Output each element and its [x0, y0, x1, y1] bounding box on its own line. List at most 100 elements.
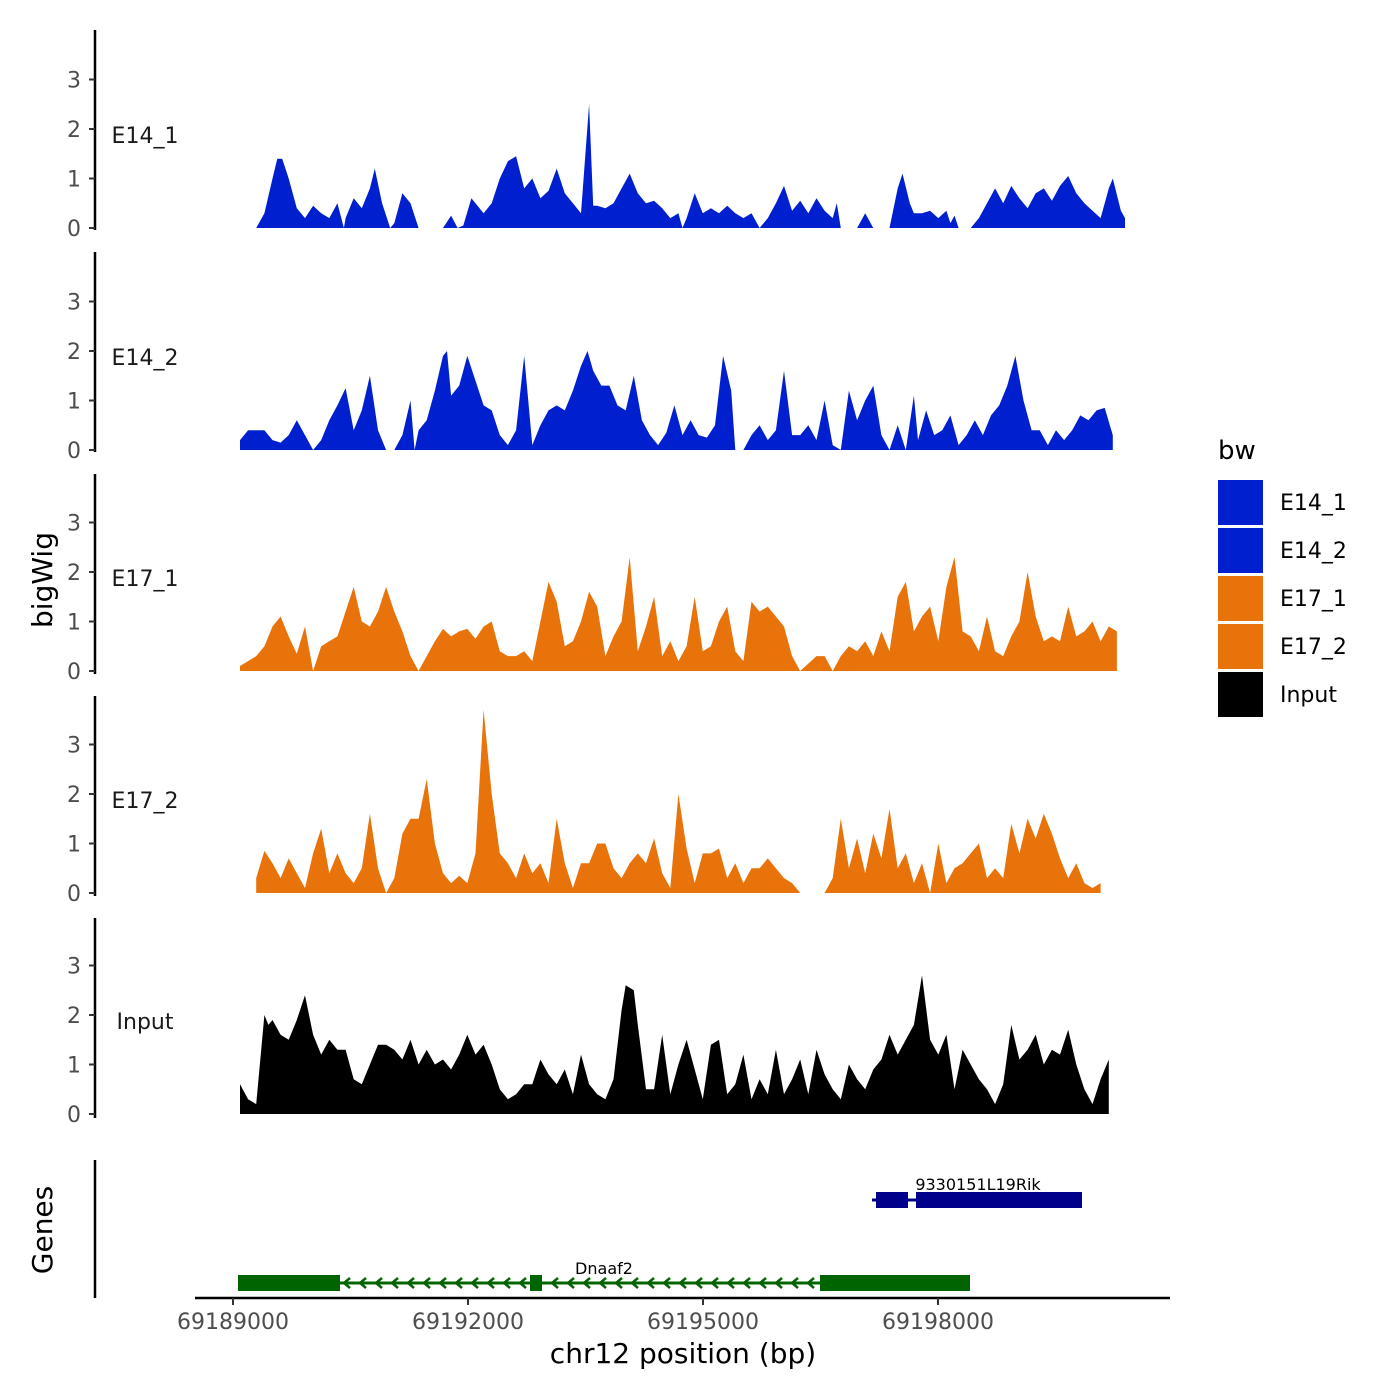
track-label: Input: [117, 1010, 174, 1035]
strand-arrow: [566, 1277, 575, 1289]
strand-arrow: [342, 1277, 351, 1289]
strand-arrow: [790, 1277, 799, 1289]
strand-arrow: [374, 1277, 383, 1289]
y-tick-label: 2: [67, 340, 81, 365]
legend-swatch: [1218, 480, 1263, 525]
track-e14_2: 0 1 2 3 E14_2: [67, 252, 1113, 464]
coverage-area-e17_2: [256, 709, 1101, 893]
coverage-area-e14_2: [240, 351, 1113, 450]
y-tick-label: 0: [67, 660, 81, 685]
y-tick-label: 1: [67, 1054, 81, 1079]
legend: bw E14_1 E14_2 E17_1 E17_2 Input: [1218, 436, 1347, 717]
x-axis-title: chr12 position (bp): [550, 1337, 816, 1370]
strand-arrow: [758, 1277, 767, 1289]
y-tick-label: 0: [67, 882, 81, 907]
strand-arrow: [358, 1277, 367, 1289]
strand-arrow: [774, 1277, 783, 1289]
gene-exon: [238, 1275, 340, 1291]
strand-arrow: [550, 1277, 559, 1289]
y-tick-label: 3: [67, 955, 81, 980]
legend-swatch: [1218, 672, 1263, 717]
legend-label: E14_2: [1280, 539, 1347, 564]
legend-entry-e17_2: E17_2: [1218, 624, 1347, 669]
track-label: E14_1: [112, 124, 179, 149]
strand-arrow: [630, 1277, 639, 1289]
coverage-area-input: [240, 975, 1109, 1114]
coverage-area-e17_1: [240, 557, 1117, 671]
strand-arrow: [454, 1277, 463, 1289]
x-tick-label: 69192000: [412, 1310, 524, 1335]
y-tick-label: 3: [67, 512, 81, 537]
y-tick-label: 0: [67, 1103, 81, 1128]
track-label: E17_1: [112, 567, 179, 592]
legend-entry-input: Input: [1218, 672, 1337, 717]
strand-arrow: [806, 1277, 815, 1289]
y-tick-label: 1: [67, 611, 81, 636]
gene-9330151l19rik: 9330151L19Rik: [872, 1175, 1082, 1208]
strand-arrow: [486, 1277, 495, 1289]
legend-entry-e14_1: E14_1: [1218, 480, 1347, 525]
strand-arrow: [726, 1277, 735, 1289]
legend-swatch: [1218, 576, 1263, 621]
legend-label: Input: [1280, 683, 1337, 708]
y-tick-label: 1: [67, 168, 81, 193]
x-tick-label: 69195000: [647, 1310, 759, 1335]
x-tick-label: 69189000: [177, 1310, 289, 1335]
y-tick-label: 0: [67, 439, 81, 464]
strand-arrow: [470, 1277, 479, 1289]
gene-exon: [820, 1275, 970, 1291]
strand-arrow: [598, 1277, 607, 1289]
legend-label: E14_1: [1280, 491, 1347, 516]
y-axis-title: bigWig: [26, 532, 59, 628]
y-tick-label: 2: [67, 1004, 81, 1029]
y-tick-label: 2: [67, 561, 81, 586]
strand-arrow: [582, 1277, 591, 1289]
strand-arrow: [678, 1277, 687, 1289]
track-input: 0 1 2 3 Input: [67, 918, 1109, 1128]
strand-arrow: [694, 1277, 703, 1289]
track-label: E17_2: [112, 789, 179, 814]
strand-arrow: [406, 1277, 415, 1289]
strand-arrow: [502, 1277, 511, 1289]
track-label: E14_2: [112, 346, 179, 371]
legend-label: E17_2: [1280, 635, 1347, 660]
strand-arrow: [518, 1277, 527, 1289]
strand-arrow: [646, 1277, 655, 1289]
gene-dnaaf2: Dnaaf2: [238, 1259, 970, 1291]
gene-exon: [530, 1275, 542, 1291]
strand-arrow: [422, 1277, 431, 1289]
gene-axis-title: Genes: [26, 1186, 59, 1274]
strand-arrow: [438, 1277, 447, 1289]
y-tick-label: 1: [67, 833, 81, 858]
y-tick-label: 2: [67, 118, 81, 143]
gene-panel: 9330151L19Rik Dnaaf2: [93, 1160, 1082, 1298]
coverage-tracks: 0 1 2 3 E14_1 0 1 2 3 E14_2 0 1 2 3 E17_1 0 1 2 3 E17_2 0 1 2 3…: [67, 30, 1125, 1128]
coverage-area-e14_1: [256, 104, 1125, 228]
y-tick-label: 1: [67, 390, 81, 415]
track-e17_1: 0 1 2 3 E17_1: [67, 474, 1117, 685]
gene-label: 9330151L19Rik: [915, 1175, 1041, 1194]
y-tick-label: 3: [67, 291, 81, 316]
gene-label: Dnaaf2: [575, 1259, 633, 1278]
strand-arrow: [742, 1277, 751, 1289]
strand-arrow: [390, 1277, 399, 1289]
strand-arrow: [710, 1277, 719, 1289]
gene-exon: [876, 1192, 908, 1208]
strand-arrow: [662, 1277, 671, 1289]
y-tick-label: 3: [67, 69, 81, 94]
legend-swatch: [1218, 528, 1263, 573]
gene-exon: [916, 1192, 1082, 1208]
y-tick-label: 3: [67, 734, 81, 759]
track-e14_1: 0 1 2 3 E14_1: [67, 30, 1125, 242]
strand-arrow: [614, 1277, 623, 1289]
legend-entry-e17_1: E17_1: [1218, 576, 1347, 621]
y-tick-label: 0: [67, 217, 81, 242]
legend-label: E17_1: [1280, 587, 1347, 612]
track-e17_2: 0 1 2 3 E17_2: [67, 696, 1101, 907]
legend-entry-e14_2: E14_2: [1218, 528, 1347, 573]
y-tick-label: 2: [67, 783, 81, 808]
x-tick-label: 69198000: [882, 1310, 994, 1335]
legend-swatch: [1218, 624, 1263, 669]
legend-title: bw: [1218, 436, 1256, 466]
